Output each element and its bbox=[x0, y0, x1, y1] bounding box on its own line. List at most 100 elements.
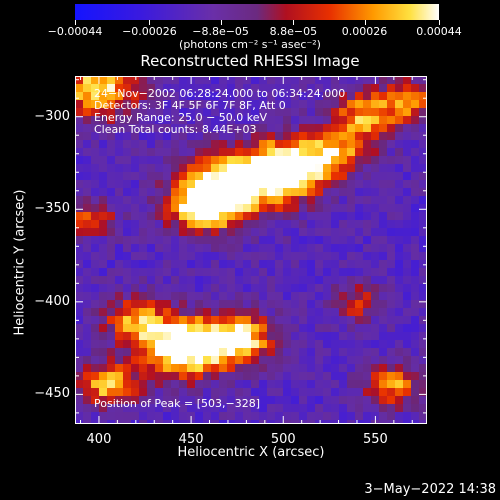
heatmap-cell bbox=[131, 116, 140, 125]
heatmap-cell bbox=[275, 196, 284, 205]
heatmap-cell bbox=[75, 116, 84, 125]
heatmap-cell bbox=[115, 260, 124, 269]
heatmap-cell bbox=[307, 108, 316, 117]
heatmap-cell bbox=[171, 236, 180, 245]
heatmap-cell bbox=[75, 372, 84, 381]
heatmap-cell bbox=[115, 228, 124, 237]
heatmap-cell bbox=[283, 84, 292, 93]
heatmap-cell bbox=[139, 340, 148, 349]
heatmap-cell bbox=[347, 252, 356, 261]
heatmap-cell bbox=[307, 196, 316, 205]
heatmap-cell bbox=[387, 148, 396, 157]
heatmap-cell bbox=[131, 356, 140, 365]
heatmap-cell bbox=[163, 220, 172, 229]
heatmap-cell bbox=[139, 260, 148, 269]
heatmap-cell bbox=[251, 284, 260, 293]
heatmap-cell bbox=[91, 124, 100, 133]
heatmap-cell bbox=[411, 348, 420, 357]
heatmap-cell bbox=[83, 92, 92, 101]
heatmap-cell bbox=[131, 92, 140, 101]
heatmap-cell bbox=[171, 100, 180, 109]
heatmap-cell bbox=[267, 188, 276, 197]
heatmap-cell bbox=[227, 228, 236, 237]
heatmap-cell bbox=[75, 252, 84, 261]
heatmap-cell bbox=[235, 356, 244, 365]
heatmap-cell bbox=[107, 388, 116, 397]
heatmap-cell bbox=[179, 284, 188, 293]
heatmap-cell bbox=[403, 116, 412, 125]
heatmap-cell bbox=[91, 260, 100, 269]
heatmap-cell bbox=[331, 308, 340, 317]
heatmap-cell bbox=[411, 380, 420, 389]
heatmap-cell bbox=[307, 364, 316, 373]
heatmap-cell bbox=[147, 220, 156, 229]
heatmap-cell bbox=[243, 196, 252, 205]
heatmap-cell bbox=[131, 244, 140, 253]
heatmap-cell bbox=[139, 364, 148, 373]
heatmap-cell bbox=[235, 172, 244, 181]
heatmap-cell bbox=[267, 284, 276, 293]
heatmap-cell bbox=[275, 356, 284, 365]
heatmap-cell bbox=[419, 148, 427, 157]
heatmap-cell bbox=[371, 108, 380, 117]
heatmap-cell bbox=[91, 292, 100, 301]
heatmap-cell bbox=[195, 84, 204, 93]
heatmap-cell bbox=[227, 372, 236, 381]
heatmap-cell bbox=[371, 308, 380, 317]
heatmap-cell bbox=[387, 236, 396, 245]
heatmap-cell bbox=[203, 300, 212, 309]
heatmap-cell bbox=[131, 268, 140, 277]
heatmap-cell bbox=[379, 380, 388, 389]
heatmap-cell bbox=[331, 404, 340, 413]
heatmap-cell bbox=[251, 236, 260, 245]
heatmap-cell bbox=[243, 116, 252, 125]
heatmap-cell bbox=[203, 196, 212, 205]
heatmap-cell bbox=[403, 84, 412, 93]
heatmap-cell bbox=[235, 420, 244, 424]
heatmap-cell bbox=[363, 116, 372, 125]
heatmap-cell bbox=[131, 228, 140, 237]
heatmap-cell bbox=[123, 316, 132, 325]
colorbar-units: (photons cm⁻² s⁻¹ asec⁻²) bbox=[179, 38, 321, 51]
heatmap-cell bbox=[243, 132, 252, 141]
heatmap-cell bbox=[195, 372, 204, 381]
heatmap-cell bbox=[147, 172, 156, 181]
heatmap-cell bbox=[107, 124, 116, 133]
heatmap-cell bbox=[83, 276, 92, 285]
heatmap-cell bbox=[411, 292, 420, 301]
heatmap-cell bbox=[379, 196, 388, 205]
heatmap-cell bbox=[291, 172, 300, 181]
heatmap-cell bbox=[315, 388, 324, 397]
heatmap-cell bbox=[99, 364, 108, 373]
heatmap-cell bbox=[227, 348, 236, 357]
heatmap-cell bbox=[211, 212, 220, 221]
heatmap-cell bbox=[147, 188, 156, 197]
heatmap-cell bbox=[107, 300, 116, 309]
x-tick-label: 500 bbox=[270, 432, 296, 447]
heatmap-cell bbox=[203, 156, 212, 165]
heatmap-cell bbox=[195, 316, 204, 325]
heatmap-cell bbox=[251, 300, 260, 309]
heatmap-cell bbox=[115, 156, 124, 165]
heatmap-cell bbox=[171, 292, 180, 301]
heatmap-cell bbox=[195, 348, 204, 357]
heatmap-cell bbox=[99, 76, 108, 85]
heatmap-cell bbox=[331, 204, 340, 213]
heatmap-cell bbox=[131, 420, 140, 424]
heatmap-cell bbox=[403, 212, 412, 221]
heatmap-cell bbox=[363, 284, 372, 293]
heatmap-cell bbox=[251, 244, 260, 253]
heatmap-cell bbox=[259, 132, 268, 141]
heatmap-cell bbox=[123, 292, 132, 301]
heatmap-cell bbox=[171, 372, 180, 381]
heatmap-cell bbox=[299, 108, 308, 117]
heatmap-cell bbox=[299, 260, 308, 269]
heatmap-cell bbox=[219, 308, 228, 317]
heatmap-cell bbox=[315, 228, 324, 237]
heatmap-cell bbox=[347, 156, 356, 165]
heatmap-cell bbox=[331, 388, 340, 397]
heatmap-cell bbox=[315, 220, 324, 229]
heatmap-cell bbox=[107, 268, 116, 277]
heatmap-cell bbox=[187, 156, 196, 165]
heatmap-cell bbox=[211, 412, 220, 421]
